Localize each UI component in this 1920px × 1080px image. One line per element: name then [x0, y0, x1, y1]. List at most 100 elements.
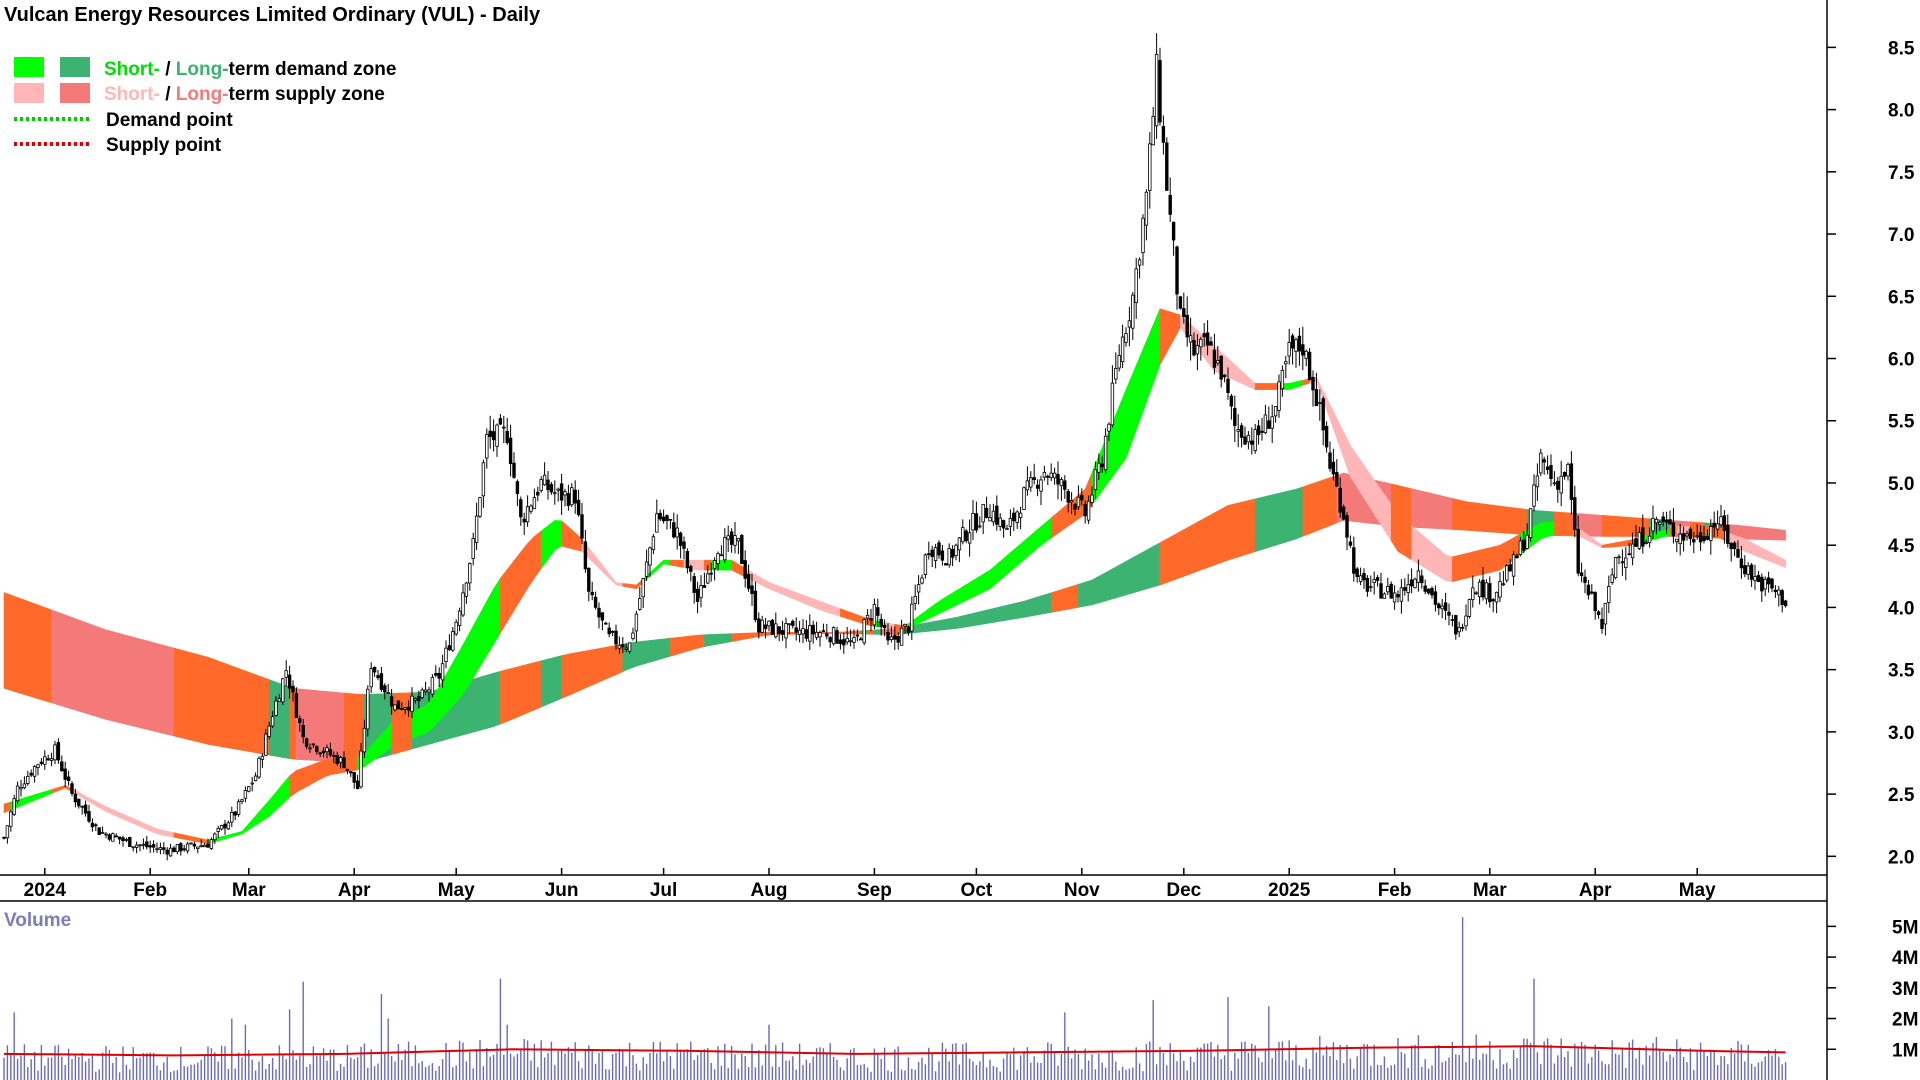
candle-body [743, 560, 747, 579]
candle-body [172, 847, 176, 853]
candle-body [1355, 568, 1359, 578]
candle-body [916, 584, 921, 593]
volume-tick-label: 2M [1892, 1010, 1918, 1031]
candle-body [321, 750, 326, 754]
short-term-zone-segment [479, 601, 488, 668]
candle-body [1705, 535, 1710, 540]
long-term-zone-segment [105, 629, 114, 722]
candle-body [1093, 469, 1098, 491]
short-term-zone-segment [126, 815, 134, 824]
candle-body [736, 537, 741, 542]
long-term-zone-segment [350, 693, 358, 764]
candle-body [760, 619, 764, 633]
short-term-zone-segment [228, 832, 236, 839]
long-term-zone-segment [1499, 505, 1508, 534]
price-tick-label: 4.0 [1888, 598, 1914, 619]
short-term-zone-segment [1329, 404, 1338, 439]
long-term-zone-segment [17, 597, 25, 695]
short-term-zone-segment [289, 769, 297, 798]
candle-body [1182, 308, 1186, 317]
candle-body [774, 623, 778, 638]
candle-body [1348, 541, 1353, 546]
candle-body [1290, 335, 1295, 349]
candle-body [19, 786, 23, 790]
long-term-zone-segment [1601, 515, 1610, 537]
candle-body [1209, 341, 1213, 346]
candle-body [1188, 335, 1193, 343]
candle-body [876, 607, 880, 616]
long-term-zone-segment [1139, 549, 1147, 592]
candle-body [1233, 407, 1237, 426]
candle-body [1454, 615, 1458, 635]
long-term-zone-segment [146, 640, 154, 732]
long-term-zone-segment [98, 626, 107, 720]
candle-body [1695, 535, 1699, 538]
candle-body [202, 844, 207, 848]
candle-body [1562, 471, 1567, 477]
candle-body [468, 563, 472, 584]
candle-body [869, 618, 873, 621]
candle-body [345, 768, 350, 771]
long-term-zone-segment [1302, 484, 1310, 537]
long-term-zone-segment [969, 612, 977, 627]
candle-body [128, 836, 132, 847]
short-term-zone-segment [296, 767, 304, 793]
candle-body [566, 493, 571, 506]
long-term-zone-segment [948, 617, 957, 630]
candle-body [318, 752, 322, 755]
long-term-zone-segment [1112, 564, 1120, 600]
candle-body [600, 612, 605, 621]
long-term-zone-segment [1472, 502, 1480, 532]
candle-body [226, 822, 231, 830]
candle-body [2, 836, 6, 839]
candle-body [1117, 355, 1121, 369]
time-tick-label: May [1679, 880, 1716, 901]
candle-body [1494, 591, 1499, 603]
price-tick-label: 5.5 [1888, 412, 1915, 433]
long-term-zone-segment [1146, 545, 1154, 590]
candle-body [988, 517, 992, 522]
candle-body [750, 585, 754, 595]
candle-body [556, 488, 560, 491]
candle-body [627, 642, 632, 652]
short-term-zone-segment [452, 649, 460, 707]
short-term-zone-segment [1601, 543, 1610, 549]
short-term-zone-segment [962, 581, 970, 603]
candle-body [141, 843, 146, 846]
candle-body [838, 639, 843, 645]
candle-body [60, 761, 64, 772]
candle-body [1729, 542, 1733, 550]
short-term-zone-segment [602, 564, 610, 580]
candle-body [1100, 463, 1104, 468]
long-term-zone-segment [1180, 527, 1188, 578]
long-term-zone-segment [704, 634, 712, 647]
candle-body [478, 497, 482, 517]
candle-body [855, 634, 860, 637]
candle-body [1579, 572, 1584, 577]
candle-body [852, 637, 856, 643]
candle-body [1471, 587, 1475, 601]
candle-body [117, 836, 122, 840]
candle-body [151, 844, 156, 848]
short-term-zone-segment [194, 836, 202, 843]
long-term-zone-segment [1778, 529, 1786, 541]
candle-body [1528, 508, 1533, 538]
candle-body [675, 527, 679, 538]
long-term-zone-segment [30, 602, 39, 700]
long-term-zone-segment [1492, 504, 1501, 534]
time-tick-label: Nov [1064, 880, 1100, 901]
candle-body [1175, 246, 1179, 295]
candle-body [420, 689, 424, 698]
short-term-zone-segment [1418, 530, 1426, 569]
candle-body [1681, 533, 1686, 541]
candle-body [1426, 588, 1431, 594]
candle-body [287, 674, 292, 689]
short-term-zone-segment [146, 824, 154, 833]
long-term-zone-segment [1152, 542, 1161, 588]
short-term-zone-segment [262, 799, 270, 822]
time-tick-label: Feb [1378, 880, 1412, 901]
short-term-zone-segment [1023, 534, 1032, 561]
short-term-zone-segment [1152, 308, 1161, 384]
time-tick-label: Jun [545, 880, 579, 901]
short-term-zone-segment [316, 760, 324, 782]
